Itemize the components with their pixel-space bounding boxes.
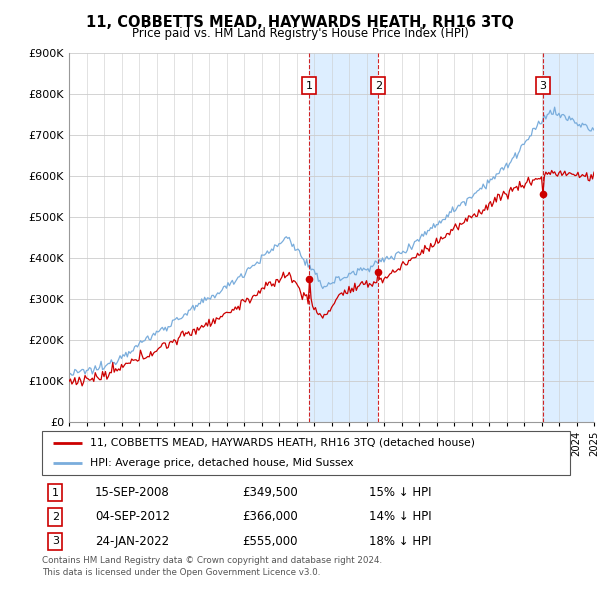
Text: 3: 3	[539, 81, 546, 91]
Bar	[309, 53, 378, 422]
Bar	[543, 53, 594, 422]
Text: £349,500: £349,500	[242, 486, 298, 499]
Text: 2: 2	[52, 512, 59, 522]
Text: This data is licensed under the Open Government Licence v3.0.: This data is licensed under the Open Gov…	[42, 568, 320, 576]
Text: 2: 2	[374, 81, 382, 91]
Text: Price paid vs. HM Land Registry's House Price Index (HPI): Price paid vs. HM Land Registry's House …	[131, 27, 469, 40]
Text: 15-SEP-2008: 15-SEP-2008	[95, 486, 170, 499]
Text: 3: 3	[52, 536, 59, 546]
Text: 04-SEP-2012: 04-SEP-2012	[95, 510, 170, 523]
Text: 11, COBBETTS MEAD, HAYWARDS HEATH, RH16 3TQ (detached house): 11, COBBETTS MEAD, HAYWARDS HEATH, RH16 …	[89, 438, 475, 448]
Text: 24-JAN-2022: 24-JAN-2022	[95, 535, 169, 548]
Text: 15% ↓ HPI: 15% ↓ HPI	[370, 486, 432, 499]
Text: 18% ↓ HPI: 18% ↓ HPI	[370, 535, 432, 548]
Text: 1: 1	[305, 81, 313, 91]
Text: £366,000: £366,000	[242, 510, 298, 523]
FancyBboxPatch shape	[42, 431, 570, 475]
Text: £555,000: £555,000	[242, 535, 298, 548]
Text: HPI: Average price, detached house, Mid Sussex: HPI: Average price, detached house, Mid …	[89, 458, 353, 468]
Text: Contains HM Land Registry data © Crown copyright and database right 2024.: Contains HM Land Registry data © Crown c…	[42, 556, 382, 565]
Text: 11, COBBETTS MEAD, HAYWARDS HEATH, RH16 3TQ: 11, COBBETTS MEAD, HAYWARDS HEATH, RH16 …	[86, 15, 514, 30]
Text: 14% ↓ HPI: 14% ↓ HPI	[370, 510, 432, 523]
Text: 1: 1	[52, 488, 59, 497]
